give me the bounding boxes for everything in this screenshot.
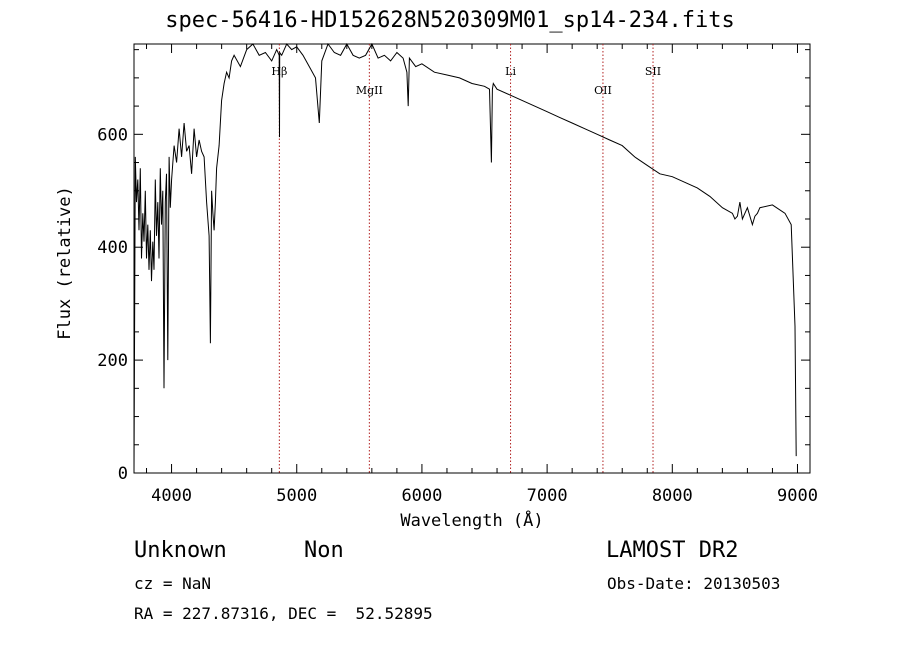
y-tick-label: 0 <box>118 464 128 484</box>
y-axis-label: Flux (relative) <box>55 186 75 340</box>
spectrum-line <box>133 42 797 474</box>
object-subclass: Non <box>304 538 344 563</box>
plot-frame <box>133 43 811 474</box>
y-tick-label: 200 <box>97 351 128 371</box>
x-tick-label: 9000 <box>777 486 818 506</box>
annotation-label: SII <box>645 65 661 78</box>
line-markers <box>278 44 654 473</box>
line-annotations: Hβ MgII Li OII SII <box>271 65 661 97</box>
obs-date: Obs-Date: 20130503 <box>607 574 781 593</box>
ra-dec: RA = 227.87316, DEC = 52.52895 <box>134 604 433 623</box>
survey-name: LAMOST DR2 <box>606 538 739 563</box>
x-axis-ticks: 4000 5000 6000 7000 8000 9000 <box>146 44 818 506</box>
object-class: Unknown <box>134 538 227 563</box>
y-tick-label: 400 <box>97 238 128 258</box>
annotation-label: Hβ <box>271 65 287 78</box>
plot-area-border <box>133 43 811 474</box>
annotation-label: MgII <box>356 84 383 97</box>
y-tick-label: 600 <box>97 125 128 145</box>
x-tick-label: 8000 <box>652 486 693 506</box>
annotation-label: OII <box>594 84 612 97</box>
annotation-label: Li <box>505 65 516 78</box>
x-tick-label: 7000 <box>527 486 568 506</box>
x-axis-label: Wavelength (Å) <box>400 511 544 531</box>
chart-title: spec-56416-HD152628N520309M01_sp14-234.f… <box>165 8 735 33</box>
x-tick-label: 6000 <box>401 486 442 506</box>
x-tick-label: 5000 <box>276 486 317 506</box>
y-axis-ticks: 0 200 400 600 <box>97 49 810 484</box>
x-tick-label: 4000 <box>151 486 192 506</box>
spectrum-series <box>133 42 797 474</box>
redshift-cz: cz = NaN <box>134 574 212 593</box>
